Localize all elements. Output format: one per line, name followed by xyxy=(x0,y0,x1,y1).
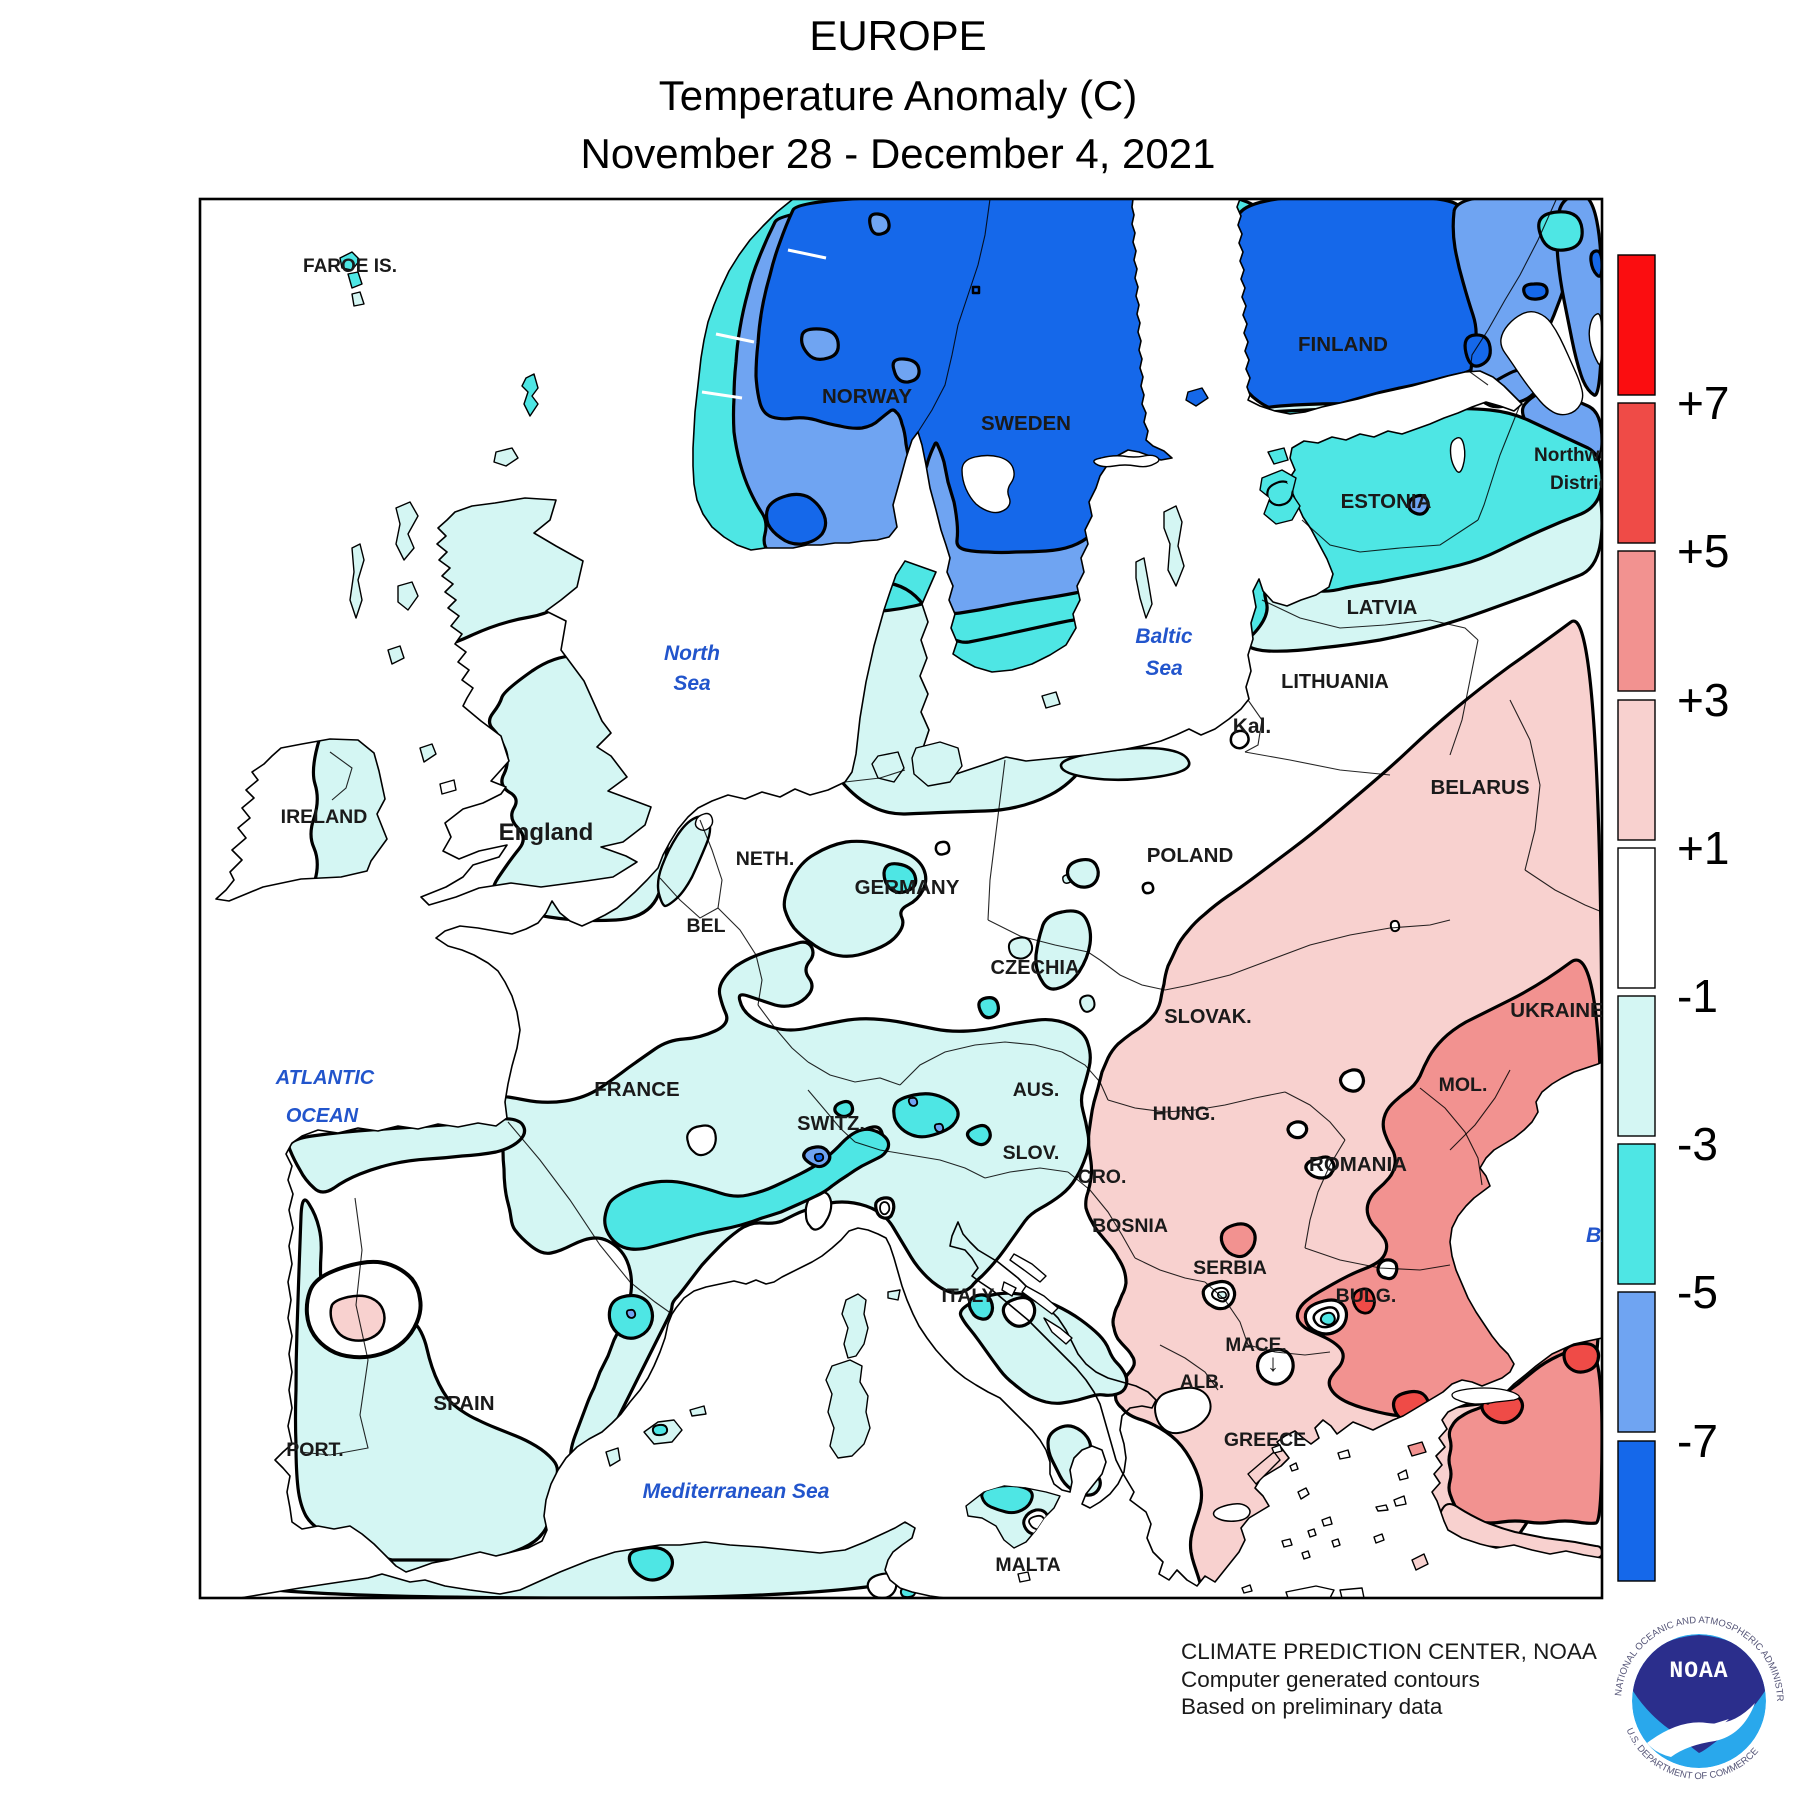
svg-text:OCEAN: OCEAN xyxy=(286,1105,359,1127)
svg-text:North: North xyxy=(664,642,720,665)
svg-text:LATVIA: LATVIA xyxy=(1347,597,1418,619)
svg-text:SERBIA: SERBIA xyxy=(1193,1257,1267,1279)
svg-text:+1: +1 xyxy=(1677,822,1729,874)
svg-text:GERMANY: GERMANY xyxy=(855,876,960,899)
svg-text:ALB.: ALB. xyxy=(1180,1372,1224,1393)
svg-text:CZECHIA: CZECHIA xyxy=(991,957,1080,979)
svg-text:-5: -5 xyxy=(1677,1266,1718,1318)
svg-text:SPAIN: SPAIN xyxy=(433,1392,494,1415)
svg-text:ATLANTIC: ATLANTIC xyxy=(275,1067,375,1089)
svg-text:EUROPE: EUROPE xyxy=(809,12,986,59)
svg-text:Black: Black xyxy=(1586,1224,1643,1247)
svg-text:HUNG.: HUNG. xyxy=(1153,1103,1216,1125)
svg-text:POLAND: POLAND xyxy=(1147,844,1234,867)
svg-text:Northwest: Northwest xyxy=(1534,445,1628,466)
svg-text:Baltic: Baltic xyxy=(1135,625,1193,648)
svg-text:PORT.: PORT. xyxy=(286,1439,343,1461)
svg-text:GREECE: GREECE xyxy=(1224,1429,1306,1451)
svg-text:SWITZ.: SWITZ. xyxy=(797,1113,865,1135)
svg-text:Kal.: Kal. xyxy=(1233,715,1272,738)
svg-text:Sea: Sea xyxy=(673,672,711,695)
svg-text:FAROE IS.: FAROE IS. xyxy=(303,256,397,277)
svg-text:-7: -7 xyxy=(1677,1415,1718,1467)
svg-text:-3: -3 xyxy=(1677,1118,1718,1170)
svg-text:BULG.: BULG. xyxy=(1336,1285,1397,1307)
svg-text:MACE.: MACE. xyxy=(1225,1335,1286,1356)
svg-text:Temperature Anomaly (C): Temperature Anomaly (C) xyxy=(659,72,1138,119)
svg-text:NORWAY: NORWAY xyxy=(822,385,912,408)
svg-text:LITHUANIA: LITHUANIA xyxy=(1281,671,1389,693)
svg-text:FINLAND: FINLAND xyxy=(1298,333,1388,356)
svg-text:ITALY: ITALY xyxy=(941,1285,994,1307)
svg-text:SLOVAK.: SLOVAK. xyxy=(1164,1006,1251,1028)
svg-text:SLOV.: SLOV. xyxy=(1003,1142,1060,1164)
svg-text:England: England xyxy=(499,819,594,846)
svg-text:NOAA: NOAA xyxy=(1669,1658,1728,1684)
svg-text:November 28 - December 4, 2021: November 28 - December 4, 2021 xyxy=(581,130,1216,177)
svg-text:FRANCE: FRANCE xyxy=(594,1078,679,1101)
svg-text:BOSNIA: BOSNIA xyxy=(1092,1215,1168,1237)
svg-text:BEL: BEL xyxy=(687,915,726,937)
svg-text:MOL.: MOL. xyxy=(1439,1074,1488,1096)
svg-text:ROMANIA: ROMANIA xyxy=(1309,1153,1407,1176)
svg-text:NETH.: NETH. xyxy=(736,848,795,870)
svg-text:↓: ↓ xyxy=(1267,1350,1279,1377)
svg-text:+5: +5 xyxy=(1677,525,1729,577)
svg-text:UKRAINE: UKRAINE xyxy=(1510,999,1603,1022)
svg-text:ESTONIA: ESTONIA xyxy=(1341,490,1432,513)
svg-text:BELARUS: BELARUS xyxy=(1430,776,1529,799)
svg-text:+3: +3 xyxy=(1677,674,1729,726)
svg-text:Computer generated contours: Computer generated contours xyxy=(1181,1667,1480,1692)
svg-text:AUS.: AUS. xyxy=(1013,1079,1060,1101)
svg-text:+7: +7 xyxy=(1677,377,1729,429)
svg-text:IRELAND: IRELAND xyxy=(281,806,368,828)
svg-text:-1: -1 xyxy=(1677,970,1718,1022)
svg-text:Sea: Sea xyxy=(1145,657,1183,680)
svg-text:District: District xyxy=(1550,473,1616,494)
svg-text:MALTA: MALTA xyxy=(995,1554,1060,1576)
svg-text:SWEDEN: SWEDEN xyxy=(981,412,1071,435)
svg-text:CLIMATE PREDICTION CENTER, NOA: CLIMATE PREDICTION CENTER, NOAA xyxy=(1181,1639,1597,1664)
svg-text:Based on preliminary data: Based on preliminary data xyxy=(1181,1694,1443,1719)
svg-text:CRO.: CRO. xyxy=(1078,1166,1127,1188)
svg-text:Mediterranean Sea: Mediterranean Sea xyxy=(643,1480,830,1503)
